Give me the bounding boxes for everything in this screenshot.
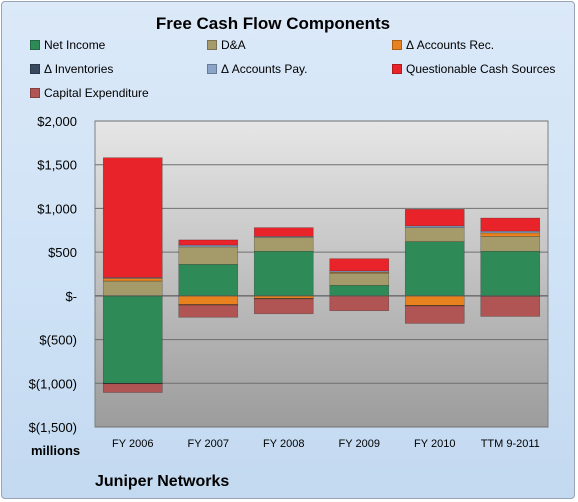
bar-segment: [102, 157, 163, 278]
y-tick-label: $(1,500): [29, 420, 77, 435]
units-label: millions: [31, 443, 81, 458]
plot-area: [94, 120, 549, 428]
y-tick-label: $1,500: [37, 158, 77, 173]
bar-segment: [253, 298, 314, 315]
legend-label: Questionable Cash Sources: [406, 62, 556, 76]
bar-segment: [102, 280, 163, 297]
legend-item: Δ Accounts Rec.: [392, 38, 494, 52]
bar-segment: [253, 236, 314, 252]
bar-segment: [480, 217, 541, 232]
legend-swatch: [30, 40, 40, 50]
bar-segment: [178, 304, 239, 318]
bar-segment: [102, 383, 163, 393]
legend-label: D&A: [221, 38, 246, 52]
y-tick-label: $-: [65, 289, 77, 304]
bar-segment: [404, 295, 465, 306]
company-label: Juniper Networks: [95, 473, 230, 490]
bar-segment: [253, 227, 314, 237]
x-tick-label: TTM 9-2011: [481, 438, 540, 450]
y-tick-label: $2,000: [37, 114, 77, 129]
chart-title: Free Cash Flow Components: [155, 14, 391, 33]
bar-segment: [480, 250, 541, 297]
bar-segment: [329, 295, 390, 312]
bar-segment: [102, 295, 163, 384]
bar-segment: [102, 278, 163, 282]
legend-item: Δ Inventories: [30, 62, 113, 76]
bar-segment: [329, 272, 390, 286]
legend-label: Capital Expenditure: [44, 86, 149, 100]
legend-item: Questionable Cash Sources: [392, 62, 555, 76]
legend-item: Δ Accounts Pay.: [207, 62, 308, 76]
legend-label: Δ Inventories: [44, 62, 114, 76]
y-tick-label: $(500): [39, 333, 77, 348]
legend-label: Net Income: [44, 38, 106, 52]
bar-segment: [253, 250, 314, 297]
bar-segment: [404, 305, 465, 324]
bar-segment: [404, 209, 465, 227]
y-tick-label: $(1,000): [29, 376, 77, 391]
x-tick-label: FY 2008: [263, 438, 304, 450]
bar-segment: [329, 258, 390, 272]
bar-segment: [404, 241, 465, 297]
bar-segment: [480, 236, 541, 252]
bar-segment: [178, 246, 239, 265]
x-tick-label: FY 2007: [188, 438, 229, 450]
bar-segment: [329, 285, 390, 297]
legend-swatch: [207, 40, 217, 50]
legend-swatch: [207, 64, 217, 74]
bar-segment: [178, 239, 239, 246]
bar-segment: [178, 295, 239, 305]
legend-swatch: [392, 64, 402, 74]
legend-swatch: [30, 88, 40, 98]
legend-swatch: [30, 64, 40, 74]
legend-item: D&A: [207, 38, 246, 52]
bar-segment: [178, 264, 239, 297]
x-tick-label: FY 2010: [414, 438, 455, 450]
y-tick-label: $1,000: [37, 201, 77, 216]
legend-item: Capital Expenditure: [30, 86, 149, 100]
legend-swatch: [392, 40, 402, 50]
bar-segment: [480, 232, 541, 237]
x-tick-label: FY 2009: [339, 438, 380, 450]
legend-item: Net Income: [30, 38, 105, 52]
x-tick-label: FY 2006: [112, 438, 153, 450]
bar-segment: [404, 227, 465, 242]
y-tick-label: $500: [48, 245, 77, 260]
legend-label: Δ Accounts Rec.: [406, 38, 495, 52]
legend-label: Δ Accounts Pay.: [221, 62, 308, 76]
bar-segment: [480, 295, 541, 317]
